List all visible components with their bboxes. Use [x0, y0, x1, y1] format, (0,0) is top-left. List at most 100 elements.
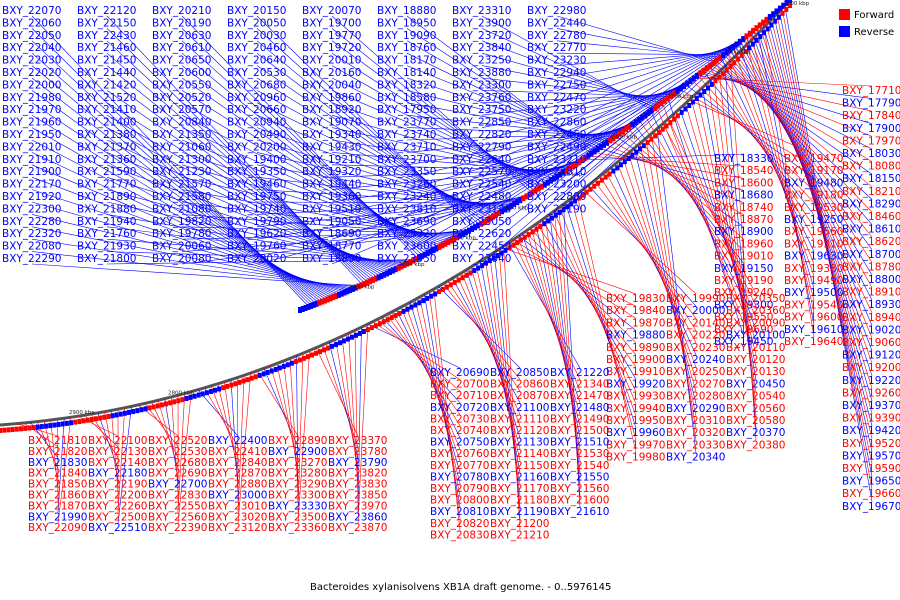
leader-line	[406, 126, 630, 178]
gene-glyph	[737, 38, 742, 45]
gene-glyph	[491, 255, 496, 261]
gene-glyph	[714, 57, 719, 64]
gene-label: BXY_20030	[227, 30, 286, 42]
gene-label: BXY_22280	[2, 216, 61, 228]
gene-label: BXY_18610	[842, 224, 900, 236]
gene-glyph	[656, 102, 661, 109]
scale-tick-label: 2400 kbp	[611, 135, 637, 141]
scale-tick-label: 2900 kbp	[349, 285, 375, 291]
gene-glyph	[321, 347, 326, 353]
gene-glyph	[776, 14, 781, 20]
gene-glyph	[757, 22, 762, 29]
gene-label: BXY_18900	[714, 226, 773, 238]
scale-tick-label: 2100 kbp	[783, 1, 809, 7]
gene-label: BXY_19820	[152, 216, 211, 228]
leader-line	[470, 266, 521, 450]
leader-line	[702, 71, 873, 125]
gene-label: BXY_21900	[2, 166, 61, 178]
leader-line	[357, 324, 369, 524]
leader-line	[611, 166, 697, 356]
gene-label: BXY_19670	[842, 501, 900, 513]
gene-label: BXY_19390	[842, 413, 900, 425]
gene-label: BXY_19570	[842, 450, 900, 462]
gene-label: BXY_21610	[550, 506, 609, 518]
gene-glyph	[135, 408, 140, 414]
leader-line	[605, 171, 697, 343]
leader-line	[730, 60, 757, 441]
gene-label: BXY_23710	[377, 141, 436, 153]
leader-line	[481, 78, 694, 190]
gene-label: BXY_20650	[152, 55, 211, 67]
gene-label: BXY_21180	[490, 495, 549, 507]
leader-line	[466, 269, 521, 438]
gene-label: BXY_21810	[28, 435, 87, 447]
gene-glyph	[305, 354, 310, 360]
leader-line	[395, 309, 461, 438]
leader-line	[90, 413, 119, 458]
gene-glyph	[646, 109, 651, 116]
leader-line	[710, 64, 873, 162]
gene-glyph	[552, 175, 557, 182]
gene-glyph	[530, 229, 535, 235]
gene-label: BXY_21300	[152, 154, 211, 166]
gene-label: BXY_19480	[784, 177, 843, 189]
gene-glyph	[557, 209, 562, 215]
leader-line	[181, 176, 453, 241]
leader-line	[756, 27, 815, 325]
gene-glyph	[458, 232, 463, 239]
gene-label: BXY_22050	[2, 30, 61, 42]
gene-label: BXY_19350	[227, 166, 286, 178]
inner-backbone-arc	[0, 0, 792, 427]
gene-glyph	[468, 270, 473, 276]
gene-glyph	[538, 223, 543, 229]
leader-line	[164, 398, 179, 480]
gene-label: BXY_21060	[152, 141, 211, 153]
leader-line	[224, 381, 239, 480]
leader-line	[699, 73, 873, 112]
gene-label: BXY_20310	[666, 415, 725, 427]
gene-label: BXY_22700	[148, 479, 207, 491]
gene-label: BXY_19940	[606, 403, 665, 415]
gene-label: BXY_18140	[377, 67, 436, 79]
gene-label: BXY_18320	[377, 79, 436, 91]
leader-line	[97, 412, 119, 469]
gene-glyph	[249, 375, 254, 381]
gene-label: BXY_18920	[302, 104, 361, 116]
gene-label: BXY_19640	[784, 336, 843, 348]
gene-glyph	[576, 195, 581, 201]
gene-label: BXY_23310	[452, 5, 511, 17]
gene-label: BXY_23350	[377, 166, 436, 178]
gene-label: BXY_22080	[2, 241, 61, 253]
gene-label: BXY_22450	[452, 241, 511, 253]
gene-glyph	[487, 258, 492, 264]
gene-label: BXY_22460	[527, 129, 586, 141]
gene-glyph	[727, 46, 732, 53]
leader-line	[481, 91, 677, 116]
gene-label: BXY_23830	[328, 479, 387, 491]
gene-glyph	[297, 357, 302, 363]
leader-line	[171, 397, 179, 491]
gene-label: BXY_23500	[268, 511, 327, 523]
gene-label: BXY_19560	[784, 226, 843, 238]
gene-glyph	[373, 275, 378, 282]
leader-line	[762, 22, 815, 338]
gene-label: BXY_21950	[2, 129, 61, 141]
gene-glyph	[118, 411, 123, 417]
gene-label: BXY_22290	[2, 253, 61, 265]
gene-glyph	[461, 230, 466, 237]
leader-line	[331, 159, 584, 240]
gene-label: BXY_18580	[377, 92, 436, 104]
gene-glyph	[2, 427, 7, 433]
gene-label: BXY_22390	[148, 522, 207, 534]
gene-label: BXY_20770	[430, 460, 489, 472]
gene-glyph	[788, 3, 792, 8]
gene-label: BXY_20190	[152, 17, 211, 29]
gene-glyph	[467, 227, 472, 234]
gene-glyph	[151, 404, 156, 410]
gene-glyph	[464, 229, 469, 236]
leader-line	[419, 297, 461, 496]
gene-glyph	[309, 302, 314, 309]
gene-label: BXY_18870	[714, 214, 773, 226]
gene-glyph	[143, 406, 148, 412]
